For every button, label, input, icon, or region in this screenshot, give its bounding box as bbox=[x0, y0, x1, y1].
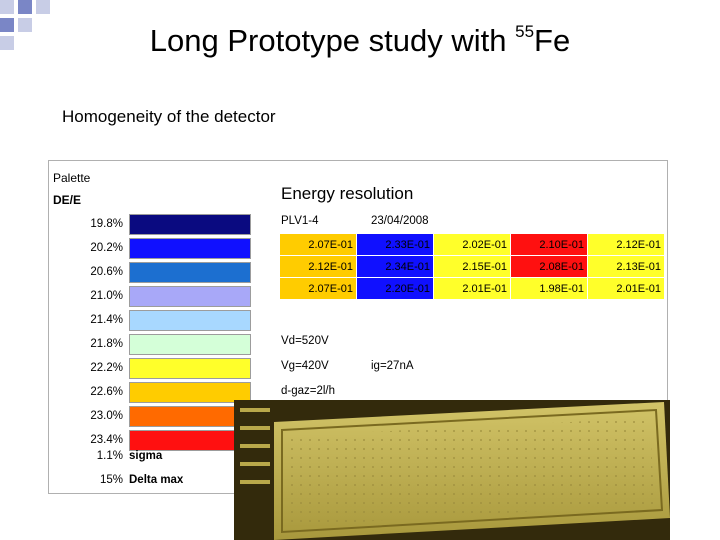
resolution-cell: 2.07E-01 bbox=[279, 233, 357, 256]
resolution-cell: 2.07E-01 bbox=[279, 277, 357, 300]
energy-resolution-title: Energy resolution bbox=[281, 184, 414, 203]
energy-resolution-table: 2.07E-01 2.33E-01 2.02E-01 2.10E-01 2.12E-01… bbox=[279, 233, 665, 300]
palette-color-swatch bbox=[129, 262, 251, 283]
corner-square bbox=[0, 36, 14, 50]
table-row: 2.07E-01 2.20E-01 2.01E-01 1.98E-01 2.01E-01 bbox=[279, 277, 665, 300]
resolution-cell: 2.15E-01 bbox=[433, 255, 511, 278]
palette-color-swatch bbox=[129, 238, 251, 259]
palette-level-label: 22.2% bbox=[90, 362, 123, 374]
detector-board-image bbox=[234, 400, 670, 540]
table-row: 2.12E-01 2.34E-01 2.15E-01 2.08E-01 2.13E-01 bbox=[279, 255, 665, 278]
gas-flow-setting: d-gaz=2l/h bbox=[281, 385, 336, 397]
resolution-cell: 2.08E-01 bbox=[510, 255, 588, 278]
resolution-cell: 2.01E-01 bbox=[587, 277, 665, 300]
measurement-date: 23/04/2008 bbox=[371, 215, 429, 227]
palette-color-swatch bbox=[129, 214, 251, 235]
palette-color-swatch bbox=[129, 334, 251, 355]
palette-level-label: 19.8% bbox=[90, 218, 123, 230]
resolution-cell: 2.01E-01 bbox=[433, 277, 511, 300]
palette-color-swatch bbox=[129, 310, 251, 331]
corner-square bbox=[36, 0, 50, 14]
resolution-cell: 2.33E-01 bbox=[356, 233, 434, 256]
palette-level-label: 20.2% bbox=[90, 242, 123, 254]
delta-value: 15% bbox=[99, 474, 123, 486]
vg-setting: Vg=420V bbox=[281, 360, 329, 372]
palette-color-swatch bbox=[129, 406, 251, 427]
resolution-cell: 2.20E-01 bbox=[356, 277, 434, 300]
corner-square bbox=[0, 18, 14, 32]
resolution-cell: 2.12E-01 bbox=[279, 255, 357, 278]
delta-label: Delta max bbox=[129, 474, 184, 486]
resolution-cell: 2.02E-01 bbox=[433, 233, 511, 256]
resolution-cell: 1.98E-01 bbox=[510, 277, 588, 300]
corner-square bbox=[18, 18, 32, 32]
palette-level-label: 23.4% bbox=[90, 434, 123, 446]
ig-setting: ig=27nA bbox=[371, 360, 414, 372]
palette-header: DE/E bbox=[53, 193, 82, 207]
detector-name: PLV1-4 bbox=[281, 215, 319, 227]
palette-level-label: 22.6% bbox=[90, 386, 123, 398]
corner-square bbox=[18, 0, 32, 14]
sigma-value: 1.1% bbox=[96, 450, 123, 462]
palette-level-label: 21.8% bbox=[90, 338, 123, 350]
palette-color-swatch bbox=[129, 358, 251, 379]
palette-color-swatch bbox=[129, 286, 251, 307]
palette-level-label: 20.6% bbox=[90, 266, 123, 278]
palette-level-label: 21.0% bbox=[90, 290, 123, 302]
palette-level-label: 23.0% bbox=[90, 410, 123, 422]
palette-color-swatch bbox=[129, 430, 251, 451]
slide-title: Long Prototype study with 55Fe bbox=[149, 22, 571, 58]
resolution-cell: 2.34E-01 bbox=[356, 255, 434, 278]
vd-setting: Vd=520V bbox=[281, 335, 329, 347]
detector-photo bbox=[234, 400, 670, 540]
slide-subtitle: Homogeneity of the detector bbox=[62, 107, 276, 126]
palette-color-swatch bbox=[129, 382, 251, 403]
palette-title: Palette bbox=[53, 171, 91, 185]
resolution-cell: 2.12E-01 bbox=[587, 233, 665, 256]
palette-level-label: 21.4% bbox=[90, 314, 123, 326]
resolution-cell: 2.10E-01 bbox=[510, 233, 588, 256]
corner-square bbox=[0, 0, 14, 14]
sigma-label: sigma bbox=[129, 450, 163, 462]
table-row: 2.07E-01 2.33E-01 2.02E-01 2.10E-01 2.12E-01 bbox=[279, 233, 665, 256]
resolution-cell: 2.13E-01 bbox=[587, 255, 665, 278]
